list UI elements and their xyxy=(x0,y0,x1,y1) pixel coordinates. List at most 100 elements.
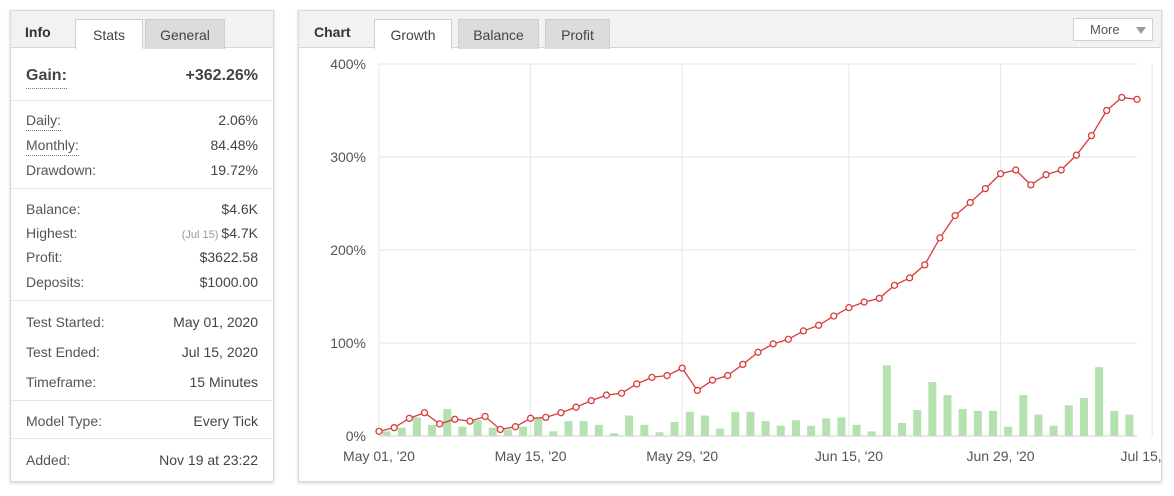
growth-point xyxy=(526,414,535,422)
divider xyxy=(11,400,273,401)
monthly-value: 84.48% xyxy=(210,137,258,153)
daily-label[interactable]: Daily: xyxy=(26,110,62,131)
balance-label: Balance: xyxy=(26,201,81,217)
growth-point xyxy=(1012,166,1020,174)
bar xyxy=(549,431,558,436)
bar xyxy=(761,421,770,436)
deposits-label: Deposits: xyxy=(26,274,85,290)
tab-balance[interactable]: Balance xyxy=(458,19,539,49)
x-tick-label: Jul 15, '20 xyxy=(1120,448,1161,464)
x-tick-label: May 15, '20 xyxy=(495,448,567,464)
bar xyxy=(397,427,406,436)
drawdown-label: Drawdown: xyxy=(26,162,97,178)
bar xyxy=(867,431,876,436)
monthly-label[interactable]: Monthly: xyxy=(26,135,79,156)
x-tick-label: May 01, '20 xyxy=(343,448,415,464)
bar xyxy=(534,418,543,436)
gain-label[interactable]: Gain: xyxy=(26,64,67,89)
more-dropdown[interactable]: More xyxy=(1073,18,1153,41)
growth-point xyxy=(572,403,580,411)
highest-date: (Jul 15) xyxy=(181,229,219,241)
y-tick-label: 100% xyxy=(330,335,366,351)
y-tick-label: 0% xyxy=(346,428,366,444)
growth-point xyxy=(981,184,990,193)
added-label: Added: xyxy=(26,452,71,468)
bar xyxy=(807,425,816,436)
growth-point xyxy=(420,409,429,417)
timeframe-value: 15 Minutes xyxy=(189,374,258,390)
growth-point xyxy=(724,371,732,380)
drawdown-row: Drawdown: 19.72% xyxy=(26,160,258,180)
bar xyxy=(412,417,421,436)
divider xyxy=(11,438,273,439)
growth-point xyxy=(390,423,398,432)
bar xyxy=(503,429,512,436)
growth-point xyxy=(1087,131,1096,140)
bar xyxy=(1079,397,1088,436)
bar xyxy=(988,410,997,436)
bar xyxy=(1064,405,1073,436)
x-tick-label: Jun 15, '20 xyxy=(815,448,883,464)
growth-point xyxy=(1103,106,1111,115)
tab-info[interactable]: Info xyxy=(25,24,51,40)
balance-row: Balance: $4.6K xyxy=(26,199,258,219)
monthly-row: Monthly: 84.48% xyxy=(26,135,258,156)
deposits-row: Deposits: $1000.00 xyxy=(26,272,258,292)
bar xyxy=(488,427,497,436)
added-value: Nov 19 at 23:22 xyxy=(159,452,258,468)
added-row: Added: Nov 19 at 23:22 xyxy=(26,450,258,470)
bar xyxy=(973,410,982,436)
bar xyxy=(625,415,634,436)
bar xyxy=(609,433,618,436)
test-started-value: May 01, 2020 xyxy=(173,314,258,330)
divider xyxy=(11,300,273,301)
tab-chart[interactable]: Chart xyxy=(314,24,351,40)
growth-point xyxy=(936,234,944,242)
more-label: More xyxy=(1090,22,1120,37)
growth-point xyxy=(966,198,974,207)
profit-label: Profit: xyxy=(26,249,63,265)
bar xyxy=(670,422,679,436)
bar xyxy=(685,411,694,436)
bar xyxy=(640,424,649,436)
growth-point xyxy=(663,371,671,380)
growth-point xyxy=(921,261,929,269)
bar xyxy=(837,417,846,436)
growth-point xyxy=(617,389,626,397)
growth-point xyxy=(542,413,550,422)
growth-point xyxy=(951,211,959,220)
growth-point xyxy=(405,414,413,422)
tab-general[interactable]: General xyxy=(145,19,225,49)
tab-stats[interactable]: Stats xyxy=(75,19,143,49)
tab-growth[interactable]: Growth xyxy=(374,19,452,49)
model-type-row: Model Type: Every Tick xyxy=(26,411,258,431)
bar xyxy=(716,428,725,436)
tab-profit[interactable]: Profit xyxy=(545,19,610,49)
bar xyxy=(731,411,740,436)
test-ended-value: Jul 15, 2020 xyxy=(181,344,258,360)
growth-point xyxy=(784,335,792,343)
bar xyxy=(1110,410,1119,436)
balance-value: $4.6K xyxy=(221,201,258,217)
bar xyxy=(913,409,922,436)
bar xyxy=(700,415,709,436)
bar xyxy=(473,420,482,436)
drawdown-value: 19.72% xyxy=(210,162,258,178)
growth-point xyxy=(890,281,899,289)
info-tabbar: Info Stats General xyxy=(11,11,273,49)
info-panel: Info Stats General Gain: +362.26% Daily:… xyxy=(10,10,274,482)
growth-point xyxy=(860,298,868,306)
timeframe-label: Timeframe: xyxy=(26,374,97,390)
growth-point xyxy=(451,415,459,423)
growth-point xyxy=(1057,166,1065,174)
chart-tabbar: Chart Growth Balance Profit More xyxy=(299,11,1161,49)
growth-point xyxy=(511,423,520,431)
bar xyxy=(579,421,588,436)
bar xyxy=(1049,425,1058,436)
bar xyxy=(746,411,755,436)
divider xyxy=(11,100,273,101)
daily-value: 2.06% xyxy=(218,112,258,128)
growth-chart: 0% 100% 200% 300% 400% May 01, '20 May 15, '20… xyxy=(330,56,1161,464)
test-ended-row: Test Ended: Jul 15, 2020 xyxy=(26,342,258,362)
growth-line xyxy=(378,96,1138,432)
